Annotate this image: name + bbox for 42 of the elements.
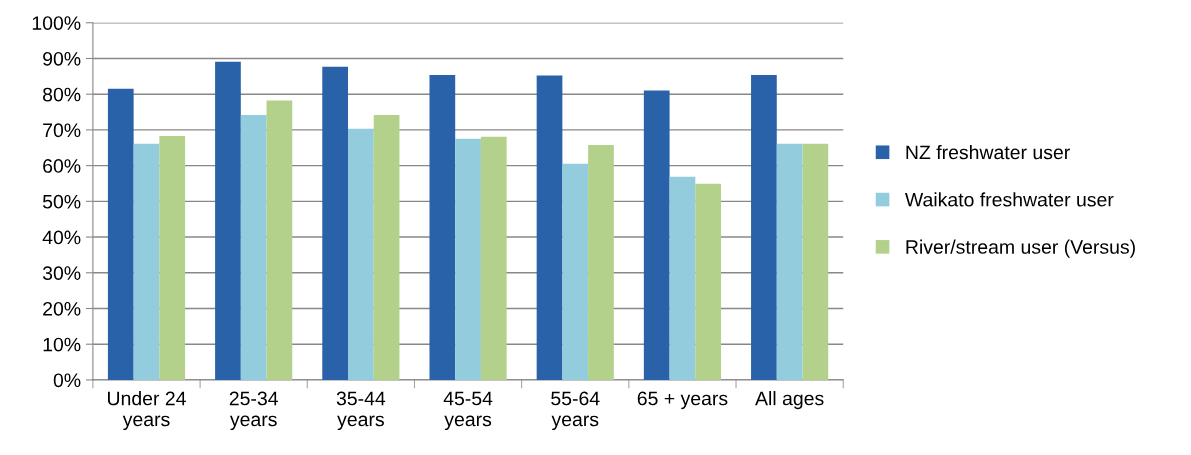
- bar: [322, 66, 349, 380]
- y-tick-label: 90%: [43, 51, 81, 66]
- legend-label: River/stream user (Versus): [906, 239, 1135, 258]
- x-tick-label: 65 + years: [637, 391, 728, 410]
- bar: [776, 143, 803, 380]
- legend-label: NZ freshwater user: [906, 144, 1070, 160]
- bar: [536, 75, 563, 380]
- bar: [348, 128, 374, 380]
- y-tick-label: 80%: [43, 87, 81, 102]
- y-tick-label: 50%: [42, 194, 81, 209]
- bar: [107, 88, 134, 380]
- bar: [480, 136, 507, 380]
- x-tick-label: 25-34 years: [229, 391, 278, 431]
- y-tick-label: 40%: [42, 230, 81, 245]
- x-tick-label: 55-64 years: [551, 391, 600, 431]
- y-tick-label: 30%: [42, 266, 81, 281]
- bar: [669, 176, 696, 380]
- bar: [643, 90, 670, 380]
- bar: [802, 143, 829, 380]
- bar: [159, 135, 186, 380]
- x-tick-label: All ages: [755, 391, 824, 410]
- bar: [266, 100, 293, 380]
- bar: [562, 163, 589, 380]
- y-tick-label: 20%: [43, 301, 81, 316]
- bar: [215, 61, 241, 380]
- y-tick-label: 100%: [32, 16, 81, 30]
- x-tick-label: 45-54 years: [443, 391, 493, 431]
- x-tick-label: 35-44 years: [336, 391, 386, 431]
- legend-label: Waikato freshwater user: [904, 192, 1114, 207]
- y-tick-label: 60%: [43, 159, 81, 173]
- bar: [695, 183, 722, 380]
- bar: [373, 114, 400, 380]
- bar: [588, 144, 614, 380]
- bar: [455, 138, 481, 380]
- y-tick-label: 10%: [43, 337, 81, 352]
- bar: [429, 74, 456, 380]
- bar: [751, 74, 777, 380]
- bar: [133, 143, 160, 380]
- bar: [240, 114, 267, 380]
- x-tick-label: Under 24 years: [108, 391, 186, 431]
- y-tick-label: 70%: [43, 123, 81, 138]
- y-tick-label: 0%: [53, 373, 81, 388]
